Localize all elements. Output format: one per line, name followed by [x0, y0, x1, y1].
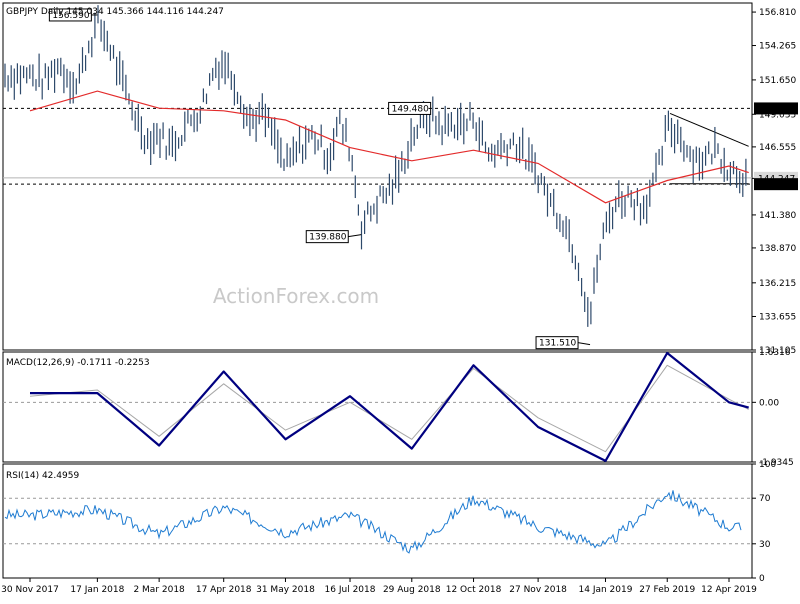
moving-average-line — [29, 90, 749, 204]
x-tick-label: 2 Mar 2018 — [133, 585, 185, 595]
price-axis-box — [754, 102, 798, 115]
x-tick-label: 29 Aug 2018 — [383, 585, 441, 595]
x-tick-label: 16 Jul 2018 — [325, 585, 376, 595]
triangle-upper-line — [669, 112, 749, 147]
price-title: GBPJPY Daily 145.034 145.366 144.116 144… — [6, 7, 224, 17]
price-panel-frame — [2, 2, 753, 351]
watermark: ActionForex.com — [213, 284, 379, 308]
rsi-ytick-label: 30 — [759, 540, 771, 550]
price-ytick-label: 154.265 — [759, 42, 796, 52]
price-axis-box — [754, 178, 798, 191]
price-ytick-label: 141.380 — [759, 211, 796, 221]
price-annotation-label: 131.510 — [539, 339, 576, 349]
rsi-line — [4, 490, 742, 554]
macd-ytick-label: 1.6316 — [759, 348, 791, 358]
x-tick-label: 27 Feb 2019 — [639, 585, 695, 595]
macd-panel-frame — [2, 351, 753, 463]
x-tick-label: 27 Nov 2018 — [509, 585, 567, 595]
price-annotation-label: 156.590 — [52, 11, 89, 21]
x-tick-label: 12 Oct 2018 — [446, 585, 502, 595]
x-tick-label: 17 Jan 2018 — [70, 585, 124, 595]
rsi-ytick-label: 70 — [759, 494, 771, 504]
macd-signal-line — [29, 364, 749, 453]
x-tick-label: 17 Apr 2018 — [196, 585, 252, 595]
price-annotation-box — [48, 8, 92, 22]
rsi-title: RSI(14) 42.4959 — [6, 471, 79, 481]
price-ytick-label: 156.810 — [759, 8, 796, 18]
price-annotation-label: 149.480 — [392, 104, 429, 114]
price-annotation-label: 139.880 — [309, 233, 346, 243]
rsi-ytick-label: 100 — [759, 460, 776, 470]
x-tick-label: 30 Nov 2017 — [1, 585, 59, 595]
price-ytick-label: 136.215 — [759, 279, 796, 289]
price-ytick-label: 149.035 — [759, 110, 796, 120]
rsi-ytick-label: 0 — [759, 574, 765, 584]
rsi-panel-frame — [2, 463, 753, 579]
price-annotation-leader — [348, 234, 362, 238]
macd-ytick-label: -1.9345 — [759, 458, 794, 468]
x-tick-label: 14 Jan 2019 — [579, 585, 633, 595]
price-annotation-leader — [577, 342, 591, 346]
price-ytick-label: 151.650 — [759, 76, 796, 86]
price-axis-box-label: 143.720 — [758, 181, 795, 191]
macd-ytick-label: 0.00 — [759, 398, 779, 408]
x-tick-label: 31 May 2018 — [256, 585, 315, 595]
macd-title: MACD(12,26,9) -0.1711 -0.2253 — [6, 358, 150, 368]
price-bars — [4, 5, 747, 327]
x-tick-label: 12 Apr 2019 — [701, 585, 757, 595]
price-ytick-label: 133.655 — [759, 312, 796, 322]
price-ytick-label: 131.105 — [759, 346, 796, 356]
price-ytick-label: 138.870 — [759, 244, 796, 254]
price-ytick-label: 146.555 — [759, 143, 796, 153]
price-axis-box-label: 149.480 — [758, 105, 795, 115]
macd-line — [30, 351, 749, 462]
